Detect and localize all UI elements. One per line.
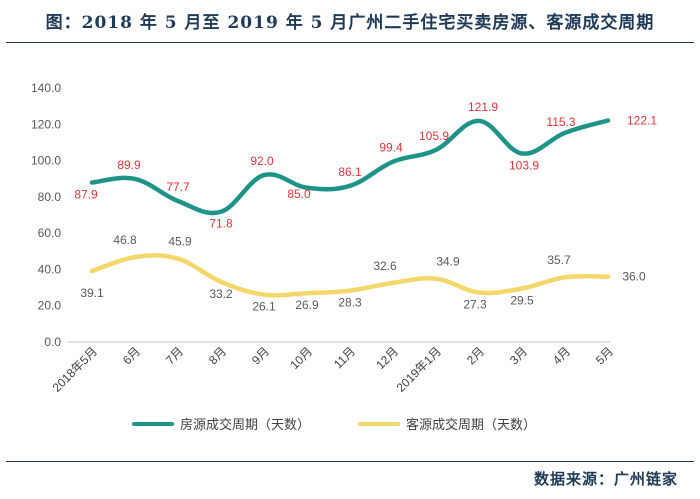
buyer-data-label: 36.0 xyxy=(622,270,646,284)
buyer-data-label: 45.9 xyxy=(168,235,192,249)
buyer-data-label: 34.9 xyxy=(436,255,460,269)
y-tick-label: 0.0 xyxy=(44,335,61,349)
y-tick-label: 140.0 xyxy=(31,81,61,95)
listing-data-label: 85.0 xyxy=(287,187,311,201)
x-tick-label: 9月 xyxy=(249,344,272,367)
x-tick-label: 2019年1月 xyxy=(394,344,444,394)
y-tick-label: 120.0 xyxy=(31,117,61,131)
x-tick-label: 5月 xyxy=(593,344,616,367)
y-tick-label: 20.0 xyxy=(38,299,62,313)
x-tick-label: 2月 xyxy=(464,344,487,367)
listing-data-label: 103.9 xyxy=(509,158,539,172)
chart-title: 图：2018 年 5 月至 2019 年 5 月广州二手住宅买卖房源、客源成交周… xyxy=(45,13,655,33)
listing-data-label: 71.8 xyxy=(209,217,233,231)
buyer-data-label: 26.9 xyxy=(295,298,319,312)
listing-data-label: 99.4 xyxy=(379,141,403,155)
buyer-data-label: 29.5 xyxy=(510,293,534,307)
listing-data-label: 86.1 xyxy=(338,165,362,179)
buyer-data-label: 28.3 xyxy=(338,296,362,310)
y-tick-label: 60.0 xyxy=(38,226,62,240)
listing-data-label: 89.9 xyxy=(117,158,141,172)
buyer-data-label: 35.7 xyxy=(547,253,571,267)
x-tick-label: 4月 xyxy=(550,344,573,367)
buyer-data-label: 33.2 xyxy=(209,287,233,301)
y-tick-label: 100.0 xyxy=(31,154,61,168)
buyer-data-label: 32.6 xyxy=(373,259,397,273)
listing-data-label: 105.9 xyxy=(419,129,449,143)
title-divider xyxy=(6,42,694,43)
buyer-data-label: 46.8 xyxy=(113,233,137,247)
listing-data-label: 92.0 xyxy=(250,154,274,168)
listing-data-label: 122.1 xyxy=(627,113,657,127)
x-tick-label: 12月 xyxy=(373,344,401,372)
buyer-cycle-line xyxy=(89,253,611,298)
x-tick-label: 7月 xyxy=(163,344,186,367)
buyer-data-label: 26.1 xyxy=(252,300,276,314)
legend-label: 客源成交周期（天数） xyxy=(406,417,536,433)
x-tick-label: 10月 xyxy=(287,344,315,372)
buyer-data-label: 27.3 xyxy=(463,297,487,311)
buyer-data-label: 39.1 xyxy=(80,286,104,300)
x-tick-label: 6月 xyxy=(120,344,143,367)
legend-label: 房源成交周期（天数） xyxy=(180,417,310,433)
x-tick-label: 8月 xyxy=(206,344,229,367)
x-tick-label: 2018年5月 xyxy=(50,344,100,394)
listing-data-label: 121.9 xyxy=(468,100,498,114)
y-tick-label: 40.0 xyxy=(38,262,62,276)
listing-data-label: 77.7 xyxy=(166,180,190,194)
listing-cycle-line xyxy=(89,118,611,216)
listing-data-label: 87.9 xyxy=(74,188,98,202)
footer-divider xyxy=(6,461,694,462)
x-tick-label: 3月 xyxy=(507,344,530,367)
data-source: 数据来源：广州链家 xyxy=(533,470,678,488)
x-tick-label: 11月 xyxy=(331,344,358,371)
listing-data-label: 115.3 xyxy=(546,115,575,129)
y-tick-label: 80.0 xyxy=(38,190,62,204)
